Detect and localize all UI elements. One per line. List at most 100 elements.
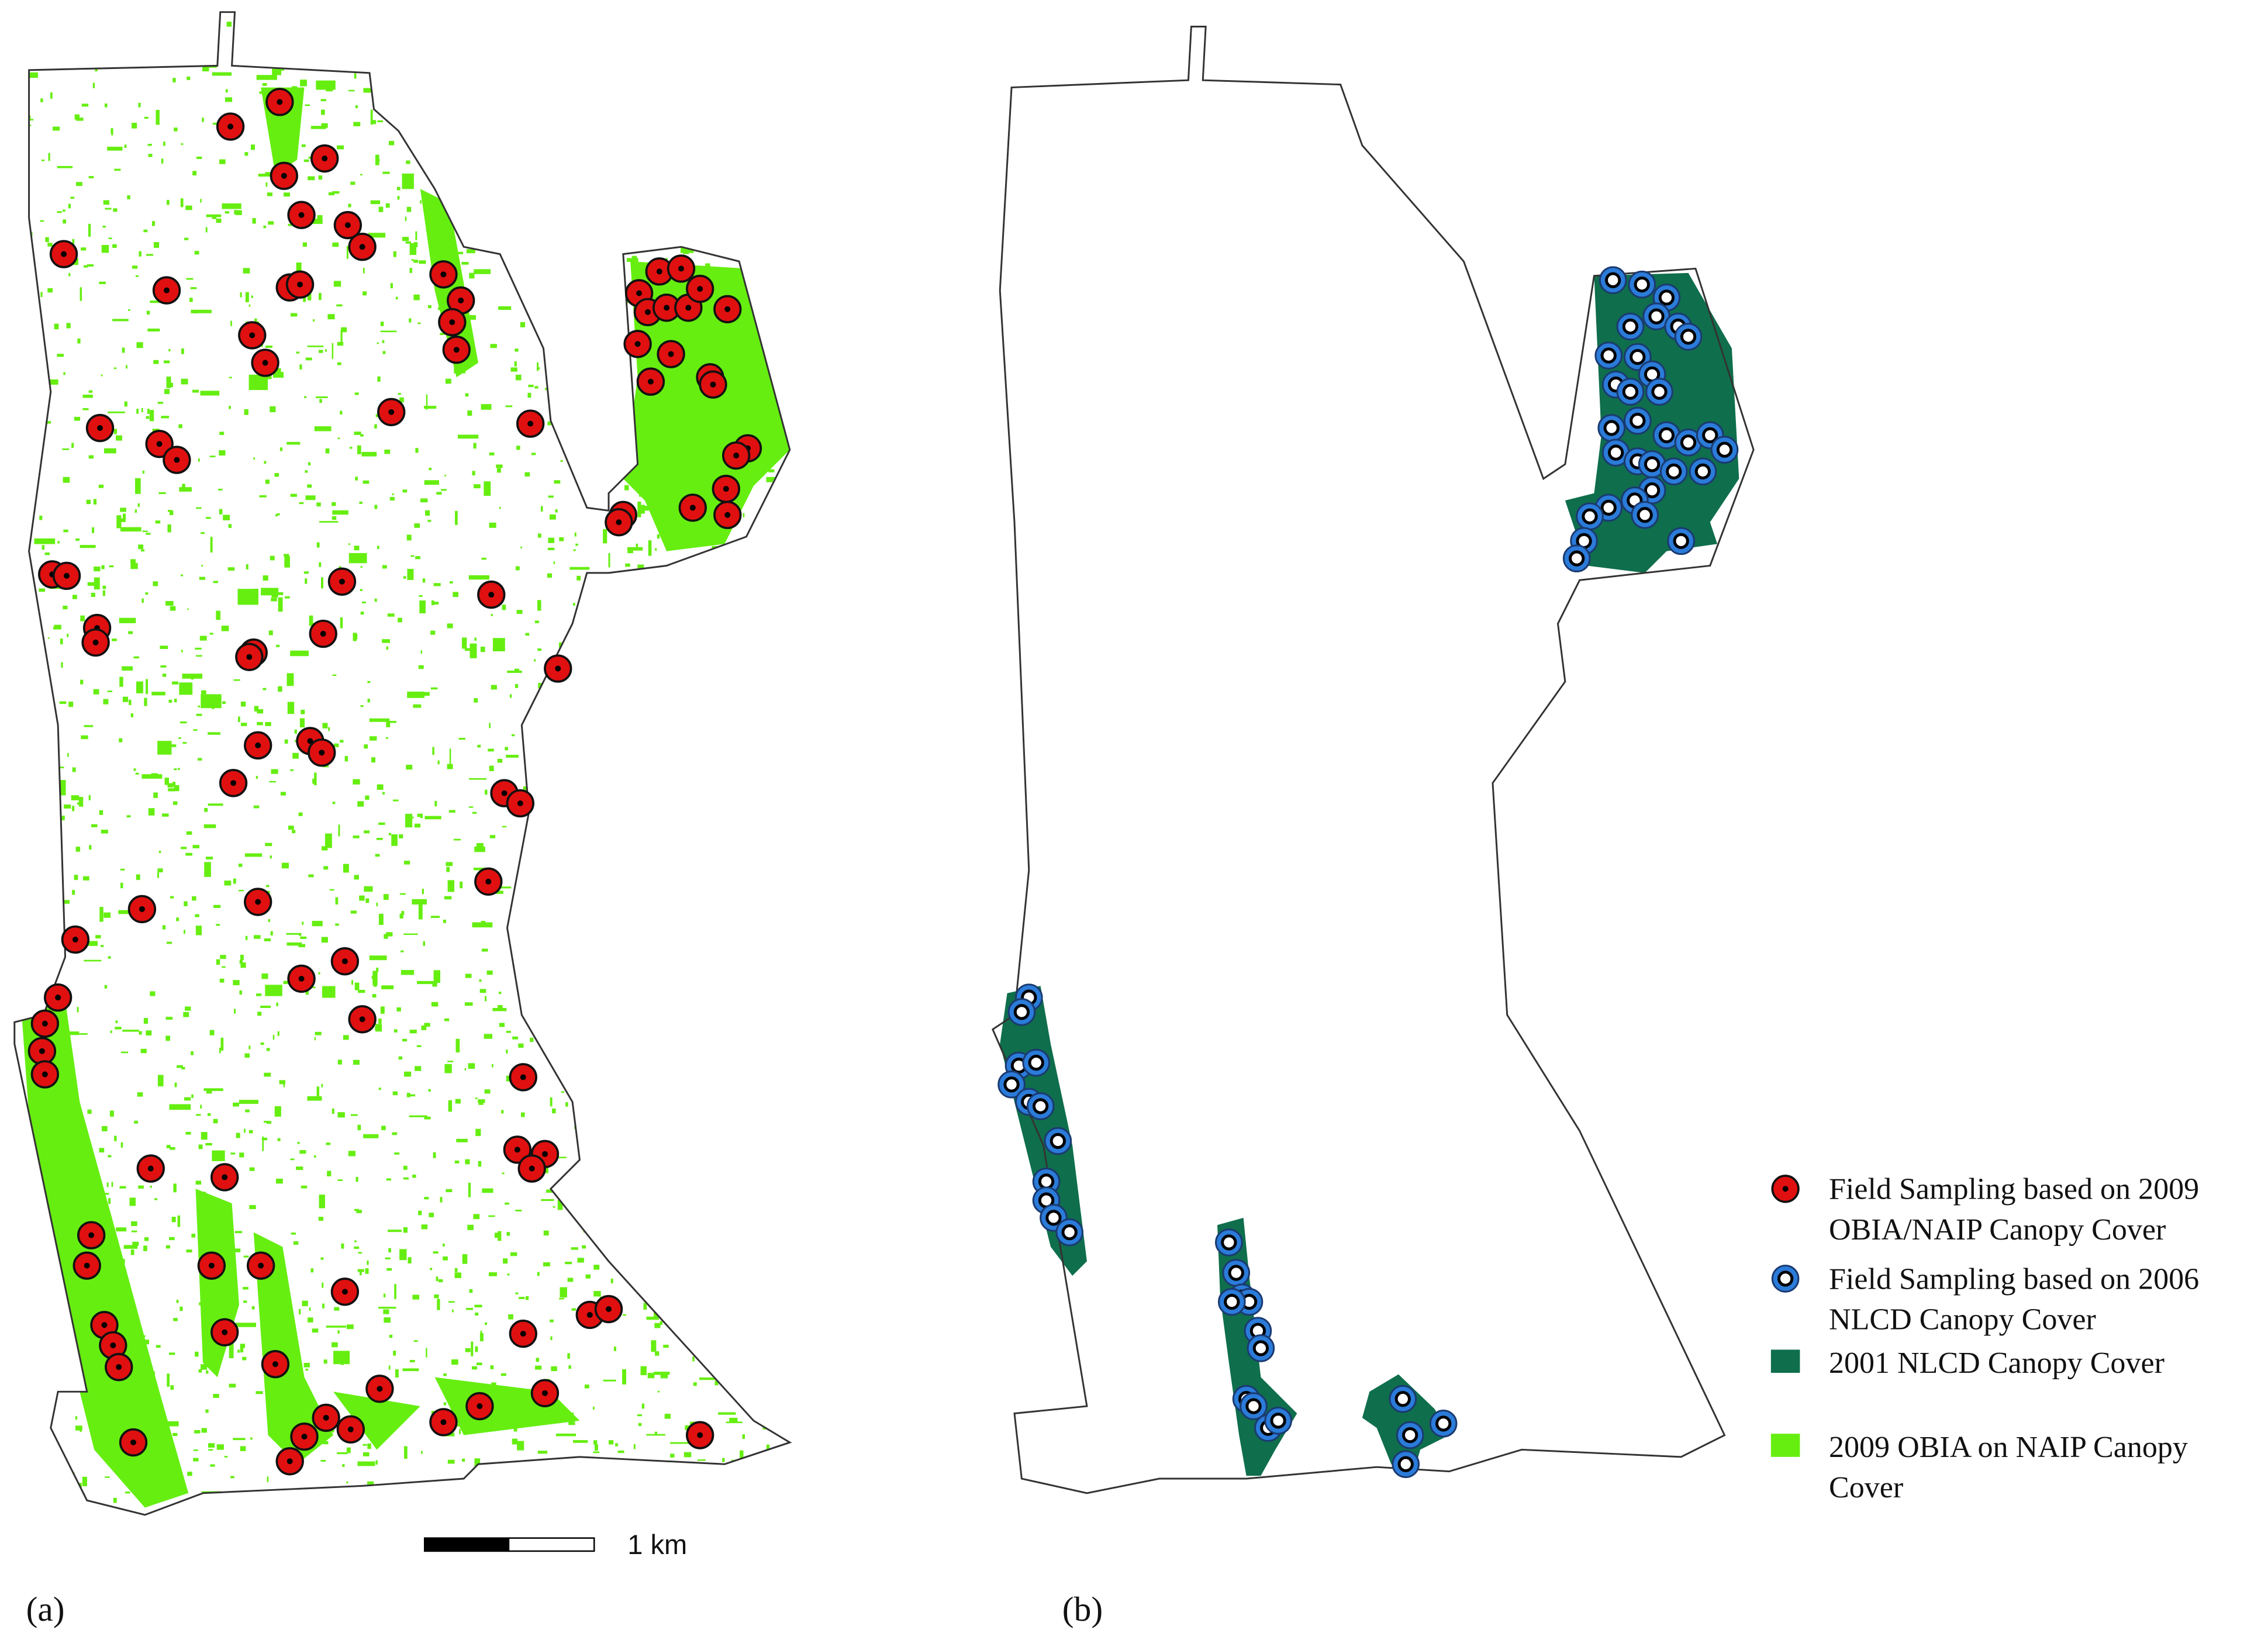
canopy-speck — [736, 347, 740, 349]
canopy-speck — [312, 778, 316, 784]
canopy-speck — [744, 550, 747, 555]
canopy-speck — [534, 758, 541, 761]
canopy-speck — [67, 1061, 74, 1064]
canopy-speck — [40, 292, 43, 297]
scale-bar-segment — [423, 1537, 510, 1552]
canopy-speck — [107, 146, 123, 151]
canopy-speck — [302, 921, 304, 925]
canopy-speck — [417, 980, 435, 985]
canopy-speck — [402, 1368, 419, 1372]
canopy-speck — [272, 372, 284, 378]
canopy-speck — [452, 1309, 454, 1313]
canopy-speck — [762, 738, 769, 743]
canopy-speck — [219, 1047, 221, 1054]
canopy-speck — [763, 576, 769, 587]
canopy-speck — [465, 1348, 471, 1352]
canopy-speck — [686, 1199, 693, 1201]
canopy-speck — [567, 647, 571, 652]
canopy-speck — [642, 1508, 647, 1511]
canopy-speck — [393, 251, 396, 257]
canopy-speck — [489, 1272, 497, 1276]
canopy-speck — [325, 349, 327, 352]
canopy-speck — [294, 1368, 298, 1373]
canopy-speck — [34, 937, 38, 942]
canopy-speck — [709, 147, 714, 154]
canopy-speck — [129, 1197, 136, 1206]
canopy-speck — [208, 803, 223, 806]
canopy-speck — [437, 63, 441, 69]
canopy-speck — [582, 1245, 586, 1249]
canopy-speck — [760, 375, 764, 379]
canopy-speck — [780, 1209, 788, 1213]
canopy-speck — [20, 769, 25, 772]
canopy-speck — [348, 89, 355, 92]
canopy-speck — [571, 1247, 578, 1250]
canopy-speck — [651, 1340, 657, 1352]
canopy-speck — [418, 665, 424, 669]
canopy-speck — [434, 1294, 439, 1299]
canopy-speck — [779, 965, 783, 969]
canopy-speck — [145, 592, 149, 595]
canopy-speck — [131, 1221, 137, 1227]
canopy-speck — [533, 1020, 538, 1024]
canopy-speck — [737, 980, 740, 985]
canopy-speck — [568, 1365, 571, 1369]
canopy-speck — [377, 784, 384, 790]
canopy-speck — [277, 1138, 281, 1141]
canopy-speck — [491, 43, 495, 46]
canopy-speck — [242, 1356, 247, 1361]
canopy-speck — [136, 409, 139, 414]
canopy-speck — [413, 294, 420, 301]
canopy-speck — [183, 1011, 189, 1017]
canopy-speck — [184, 901, 188, 906]
canopy-speck — [201, 690, 206, 695]
canopy-speck — [321, 109, 325, 115]
canopy-speck — [362, 1493, 369, 1495]
canopy-speck — [44, 552, 50, 555]
canopy-speck — [458, 56, 462, 58]
canopy-speck — [763, 440, 768, 443]
canopy-speck — [75, 1416, 78, 1420]
canopy-speck — [348, 553, 367, 564]
canopy-speck — [685, 1053, 689, 1056]
canopy-speck — [187, 76, 191, 80]
canopy-speck — [565, 1102, 568, 1107]
canopy-speck — [620, 660, 634, 664]
canopy-speck — [132, 1241, 139, 1246]
canopy-speck — [661, 520, 683, 523]
canopy-speck — [33, 19, 38, 22]
legend-label-line: OBIA/NAIP Canopy Cover — [1829, 1213, 2166, 1247]
canopy-speck — [319, 293, 322, 301]
canopy-speck — [392, 799, 399, 802]
canopy-speck — [208, 1443, 215, 1448]
sample-point-center — [249, 332, 256, 339]
sample-point-center — [668, 351, 674, 357]
canopy-speck — [200, 199, 202, 203]
canopy-speck — [305, 357, 312, 361]
canopy-speck — [541, 506, 543, 512]
canopy-speck — [466, 143, 473, 146]
canopy-speck — [774, 1366, 776, 1370]
canopy-speck — [170, 1385, 174, 1390]
canopy-speck — [579, 991, 594, 995]
canopy-speck — [169, 510, 174, 516]
canopy-speck — [512, 1482, 518, 1486]
sample-point-center — [230, 780, 237, 786]
canopy-speck — [72, 806, 75, 812]
canopy-speck — [616, 258, 623, 264]
canopy-speck — [737, 740, 744, 743]
sample-point-center — [258, 1262, 264, 1269]
canopy-speck — [240, 962, 246, 968]
canopy-speck — [276, 644, 280, 647]
canopy-speck — [388, 1230, 402, 1232]
canopy-speck — [402, 82, 409, 85]
canopy-speck — [747, 1186, 749, 1189]
canopy-speck — [57, 354, 64, 357]
canopy-speck — [686, 133, 691, 136]
canopy-speck — [120, 882, 123, 889]
canopy-speck — [472, 922, 493, 928]
canopy-speck — [406, 206, 412, 212]
canopy-speck — [395, 296, 398, 300]
canopy-speck — [783, 215, 785, 218]
sample-point-center — [477, 1403, 483, 1410]
